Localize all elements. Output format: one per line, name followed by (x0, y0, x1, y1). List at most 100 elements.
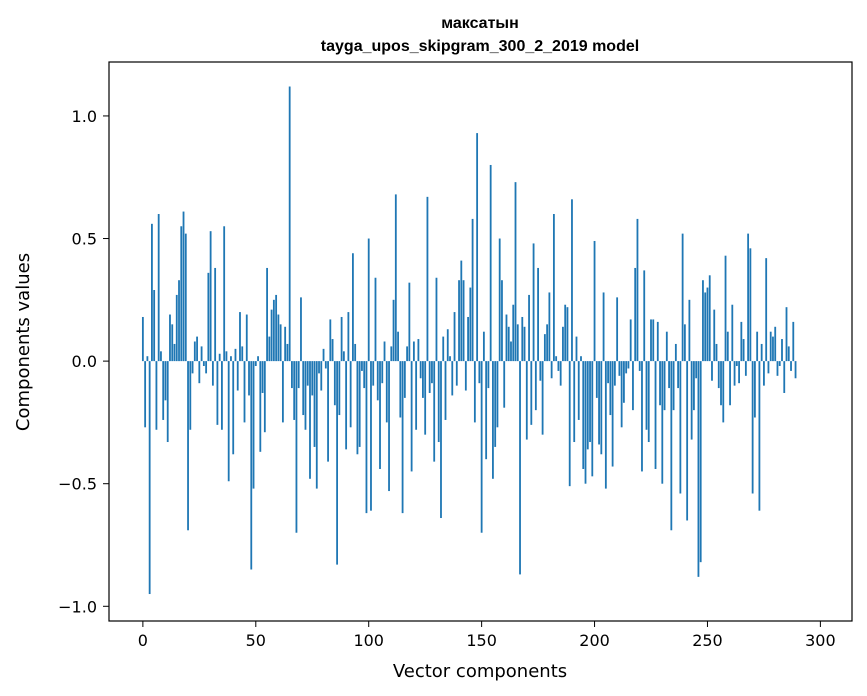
bar-component-102 (372, 361, 375, 386)
bar-component-150 (480, 361, 483, 533)
bar-component-270 (751, 361, 754, 494)
y-tick-label: −0.5 (58, 475, 97, 494)
bar-component-281 (776, 361, 779, 376)
bar-component-277 (767, 361, 770, 374)
bar-component-235 (672, 361, 675, 411)
bar-component-131 (437, 361, 440, 443)
x-tick-label: 300 (805, 631, 836, 650)
bar-component-223 (645, 361, 648, 430)
bar-component-0 (141, 316, 144, 362)
bar-component-72 (304, 361, 307, 430)
bar-component-34 (218, 353, 221, 362)
bar-component-78 (318, 361, 320, 374)
bar-component-275 (763, 361, 765, 386)
bar-component-53 (261, 361, 264, 393)
bar-component-66 (291, 361, 293, 389)
bar-component-125 (424, 361, 427, 435)
bar-component-98 (363, 361, 366, 389)
bar-component-95 (356, 361, 359, 455)
bar-component-88 (340, 316, 343, 362)
bar-component-54 (263, 361, 266, 433)
bars-group (141, 86, 797, 595)
bar-component-208 (611, 361, 614, 467)
bar-component-26 (200, 346, 203, 362)
y-tick-label: 0.0 (72, 352, 97, 371)
bar-component-114 (399, 361, 402, 418)
bar-component-16 (178, 280, 180, 362)
bar-component-124 (422, 361, 424, 398)
y-tick-label: 0.5 (72, 230, 97, 249)
bar-component-159 (501, 280, 503, 362)
bar-component-21 (189, 361, 192, 430)
bar-component-96 (358, 361, 361, 447)
bar-component-216 (629, 319, 632, 362)
bar-component-139 (455, 361, 458, 386)
bar-component-43 (239, 312, 241, 362)
bar-component-145 (469, 287, 472, 362)
bar-component-138 (453, 312, 456, 362)
bar-component-113 (397, 331, 399, 362)
bar-component-37 (225, 351, 228, 362)
bar-component-227 (654, 361, 657, 469)
bar-component-278 (769, 331, 772, 362)
bar-component-39 (230, 356, 232, 362)
bar-component-87 (338, 361, 341, 416)
bar-component-210 (616, 297, 619, 362)
bar-component-173 (532, 243, 535, 362)
bar-component-58 (272, 299, 275, 362)
bar-component-203 (600, 361, 603, 455)
x-tick-label: 200 (579, 631, 610, 650)
bar-component-195 (582, 361, 585, 469)
bar-component-176 (539, 361, 542, 381)
bar-component-181 (550, 361, 553, 379)
bar-component-55 (266, 267, 268, 362)
bar-component-60 (277, 314, 280, 362)
bar-component-185 (559, 361, 562, 386)
bar-component-103 (374, 277, 377, 362)
bar-component-260 (729, 361, 731, 406)
bar-component-167 (519, 361, 521, 575)
bar-component-160 (503, 361, 506, 408)
bar-component-166 (516, 324, 519, 362)
bar-component-178 (543, 334, 546, 362)
bar-component-126 (426, 196, 429, 362)
bar-component-164 (512, 304, 515, 362)
bar-component-20 (187, 361, 189, 531)
bar-component-271 (753, 361, 756, 418)
bar-component-70 (300, 297, 302, 362)
bar-component-25 (198, 361, 201, 384)
bar-component-175 (537, 267, 539, 362)
bar-component-214 (625, 361, 628, 374)
x-tick-label: 250 (692, 631, 723, 650)
bar-component-158 (498, 238, 501, 362)
bar-component-105 (379, 361, 381, 469)
bar-component-68 (295, 361, 298, 533)
bar-component-50 (254, 361, 257, 367)
bar-component-152 (485, 361, 488, 460)
bar-component-144 (467, 316, 469, 362)
bar-component-77 (315, 361, 318, 489)
bar-component-8 (160, 351, 162, 362)
bar-component-200 (593, 240, 596, 362)
bar-component-3 (148, 361, 151, 595)
bar-component-14 (173, 343, 176, 362)
bar-component-121 (415, 361, 418, 430)
bar-component-190 (571, 199, 573, 362)
bar-component-119 (410, 361, 413, 472)
bar-component-23 (193, 341, 196, 362)
bar-component-51 (257, 356, 259, 362)
bar-component-250 (706, 287, 709, 362)
bar-component-156 (494, 361, 497, 447)
bar-component-82 (327, 361, 329, 462)
bar-component-48 (250, 361, 253, 570)
bar-component-265 (740, 321, 743, 362)
bar-component-33 (216, 361, 219, 425)
bar-component-64 (286, 343, 289, 362)
bar-component-274 (760, 343, 763, 362)
bar-component-129 (433, 361, 436, 462)
bar-component-263 (735, 361, 738, 367)
bar-component-116 (403, 361, 406, 398)
bar-component-52 (259, 361, 262, 452)
bar-component-81 (324, 361, 327, 369)
bar-component-248 (702, 280, 704, 362)
